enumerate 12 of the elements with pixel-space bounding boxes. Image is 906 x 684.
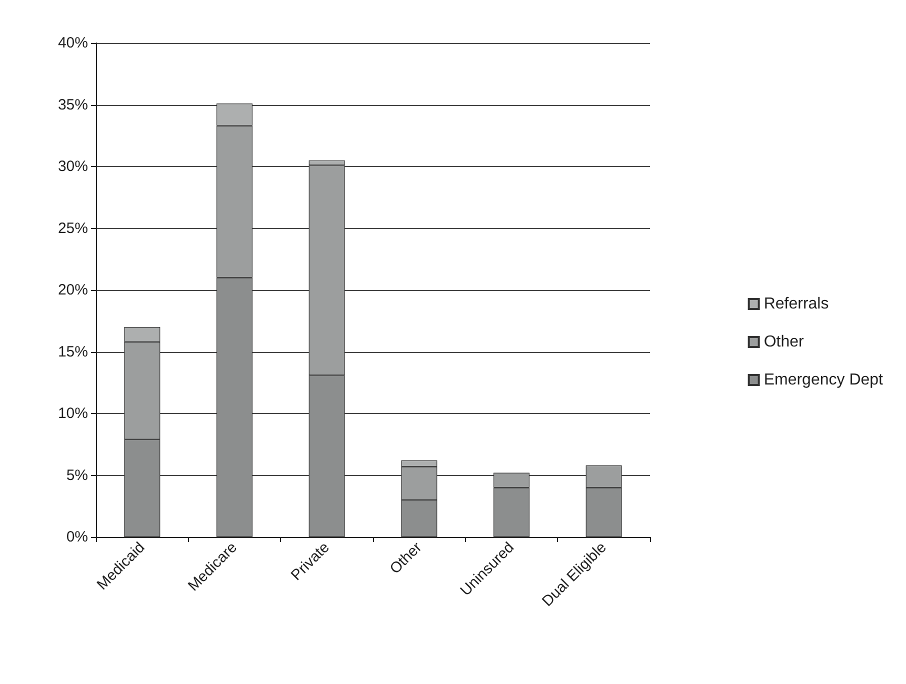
y-tick-label: 15% <box>58 343 88 360</box>
y-tick-label: 25% <box>58 220 88 237</box>
y-tick-label: 40% <box>58 34 88 52</box>
y-tick-label: 30% <box>58 158 88 175</box>
y-tick-label: 10% <box>58 405 88 422</box>
y-tick-label: 5% <box>66 466 88 484</box>
y-tick-label: 0% <box>66 528 88 546</box>
legend-label: Emergency Dept <box>764 372 884 388</box>
y-tick-label: 20% <box>58 282 88 298</box>
y-tick-label: 35% <box>58 96 88 114</box>
legend-label: Other <box>764 334 805 350</box>
legend-label: Referrals <box>764 296 829 312</box>
